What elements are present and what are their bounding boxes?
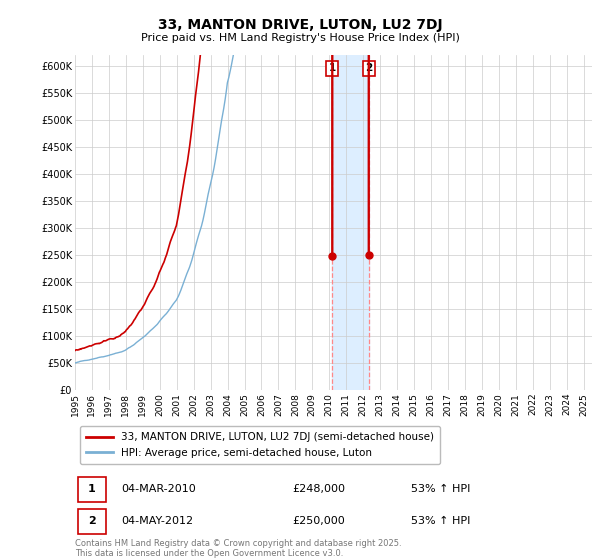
Text: 1: 1 [88,484,95,494]
Text: Contains HM Land Registry data © Crown copyright and database right 2025.
This d: Contains HM Land Registry data © Crown c… [75,539,401,558]
FancyBboxPatch shape [77,508,106,534]
Text: £250,000: £250,000 [292,516,345,526]
Text: 04-MAY-2012: 04-MAY-2012 [122,516,194,526]
Text: 53% ↑ HPI: 53% ↑ HPI [411,516,470,526]
Text: 04-MAR-2010: 04-MAR-2010 [122,484,196,494]
Text: Price paid vs. HM Land Registry's House Price Index (HPI): Price paid vs. HM Land Registry's House … [140,33,460,43]
Text: 2: 2 [365,63,373,73]
Text: 53% ↑ HPI: 53% ↑ HPI [411,484,470,494]
Text: £248,000: £248,000 [292,484,345,494]
Text: 2: 2 [88,516,95,526]
Text: 33, MANTON DRIVE, LUTON, LU2 7DJ: 33, MANTON DRIVE, LUTON, LU2 7DJ [158,18,442,32]
Text: 1: 1 [329,63,336,73]
Bar [332,55,369,390]
FancyBboxPatch shape [77,477,106,502]
Legend: 33, MANTON DRIVE, LUTON, LU2 7DJ (semi-detached house), HPI: Average price, semi: 33, MANTON DRIVE, LUTON, LU2 7DJ (semi-d… [80,426,440,464]
